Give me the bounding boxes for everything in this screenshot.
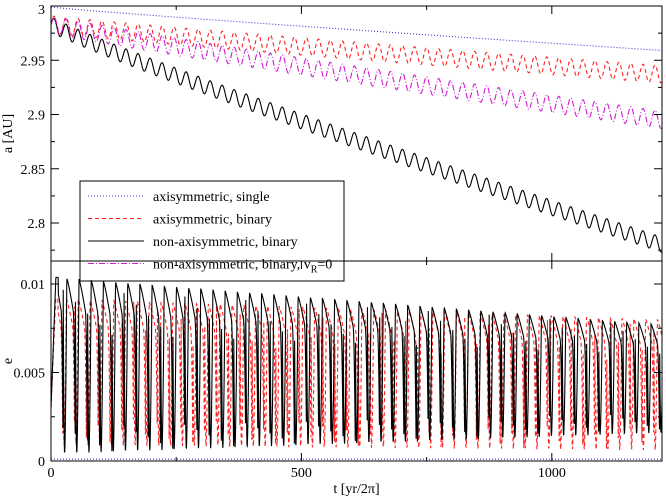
top-panel: 2.8 2.85 2.9 2.95 3 a [AU] axisymmetric, singl… [1, 3, 663, 282]
x-axis-label: t [yr/2π] [333, 482, 379, 497]
y-tick-label: 2.95 [21, 54, 46, 69]
legend-label: non-axisymmetric, binary [153, 235, 298, 250]
series-top-3 [51, 15, 662, 130]
y-tick-label: 2.8 [28, 217, 46, 232]
series-bottom-2 [51, 276, 662, 453]
y-tick-label: 0.01 [21, 278, 46, 293]
y-tick-label: 0 [38, 455, 45, 470]
y-tick-label: 2.9 [28, 109, 46, 124]
series-top-0 [51, 6, 662, 52]
y-tick-label: 3 [38, 3, 45, 18]
x-tick-label: 0 [48, 466, 55, 481]
bottom-panel: 0 0.005 0.01 0 500 1000 e t [yr/2π] [1, 260, 663, 497]
series-bottom-1 [51, 297, 662, 451]
y-axis-label: e [1, 358, 16, 364]
series-top-1 [51, 15, 662, 84]
y-tick-label: 0.005 [14, 367, 46, 382]
series-top-2 [51, 17, 662, 253]
x-tick-label: 500 [291, 466, 312, 481]
y-tick-label: 2.85 [21, 163, 46, 178]
plot-frame-bottom [50, 260, 663, 462]
legend-label: axisymmetric, single [153, 190, 270, 205]
x-tick-label: 1000 [538, 466, 566, 481]
legend [79, 180, 345, 282]
y-axis-label: a [AU] [1, 114, 16, 153]
legend-label: axisymmetric, binary [153, 213, 272, 228]
